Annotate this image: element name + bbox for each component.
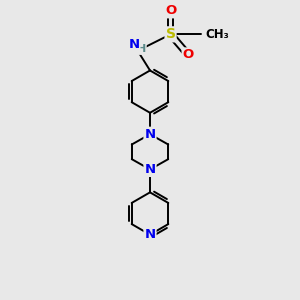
Text: O: O	[183, 48, 194, 62]
Text: N: N	[128, 38, 140, 51]
Text: N: N	[144, 163, 156, 176]
Text: O: O	[165, 4, 176, 17]
Text: S: S	[166, 27, 176, 41]
Text: N: N	[144, 228, 156, 241]
Text: H: H	[136, 44, 146, 54]
Text: CH₃: CH₃	[205, 28, 229, 41]
Text: N: N	[144, 128, 156, 141]
